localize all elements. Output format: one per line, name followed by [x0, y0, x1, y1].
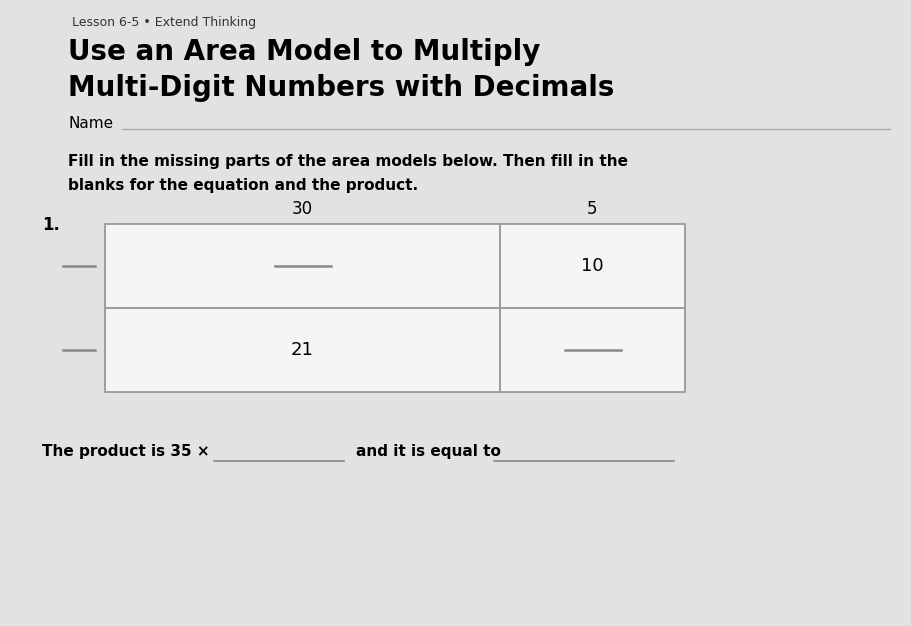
Text: Fill in the missing parts of the area models below. Then fill in the: Fill in the missing parts of the area mo… — [68, 154, 628, 169]
Bar — [105, 224, 500, 308]
Text: Use an Area Model to Multiply: Use an Area Model to Multiply — [68, 38, 540, 66]
Text: 1.: 1. — [42, 216, 60, 234]
Bar — [500, 224, 685, 308]
Text: 10: 10 — [581, 257, 604, 275]
Text: 30: 30 — [292, 200, 313, 218]
Text: 5: 5 — [588, 200, 598, 218]
Text: Lesson 6-5 • Extend Thinking: Lesson 6-5 • Extend Thinking — [72, 16, 256, 29]
Text: 21: 21 — [291, 341, 314, 359]
Text: Name: Name — [68, 116, 113, 131]
Bar — [105, 308, 500, 392]
Text: blanks for the equation and the product.: blanks for the equation and the product. — [68, 178, 418, 193]
Text: Multi-Digit Numbers with Decimals: Multi-Digit Numbers with Decimals — [68, 74, 614, 102]
Text: and it is equal to: and it is equal to — [356, 444, 501, 459]
Bar — [500, 308, 685, 392]
Text: The product is 35 ×: The product is 35 × — [42, 444, 215, 459]
